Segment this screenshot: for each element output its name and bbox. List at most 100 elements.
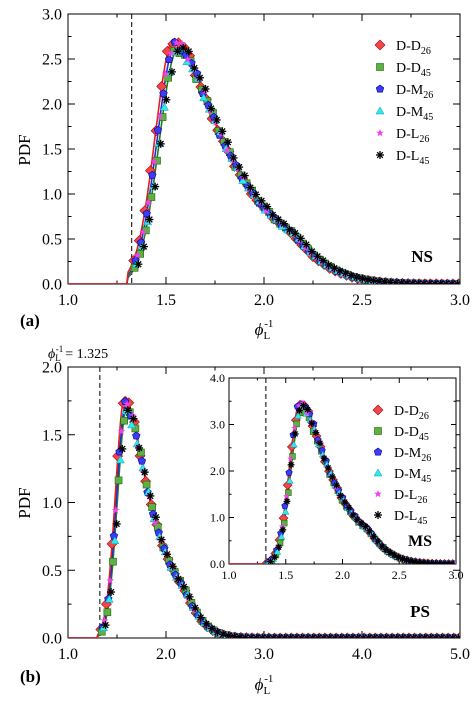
marker-asterisk	[439, 280, 445, 284]
marker-asterisk	[263, 203, 271, 210]
y-tick-label: 0.5	[42, 232, 62, 249]
marker-asterisk	[163, 96, 170, 104]
y-axis-title: PDF	[15, 134, 34, 165]
marker-asterisk	[249, 634, 255, 638]
marker-asterisk	[157, 140, 165, 148]
x-axis-title-a: ϕL-1	[255, 318, 274, 342]
y-tick-label: 2.5	[42, 52, 62, 69]
marker-asterisk	[289, 634, 294, 638]
marker-pentagon	[137, 456, 147, 465]
marker-asterisk	[341, 499, 348, 505]
x-tick-label: 2.0	[335, 568, 350, 582]
marker-asterisk	[102, 621, 109, 629]
marker-asterisk	[412, 634, 417, 638]
marker-asterisk	[303, 241, 310, 248]
marker-asterisk	[207, 105, 215, 112]
legend-label-sub: 45	[419, 156, 429, 167]
marker-triangle	[110, 536, 120, 545]
marker-asterisk	[271, 554, 278, 561]
marker-triangle	[281, 508, 290, 515]
marker-asterisk	[393, 279, 400, 284]
legend-label-sub: 26	[421, 46, 431, 57]
legend-label-base: D-M	[396, 105, 424, 120]
x-axis-title-sub: L	[263, 685, 270, 697]
marker-star	[133, 251, 142, 259]
marker-asterisk	[185, 48, 193, 55]
threshold-label-sub: L	[55, 353, 61, 363]
marker-asterisk	[296, 407, 303, 414]
marker-asterisk	[434, 280, 439, 284]
legend-label: D-L45	[394, 509, 427, 527]
legend-label: D-L26	[396, 127, 429, 145]
y-axis-title-b: PDF	[15, 487, 34, 518]
marker-star	[223, 146, 231, 154]
x-tick-label: 2.0	[254, 292, 274, 309]
marker-asterisk	[225, 632, 232, 638]
y-axis-title-a: PDF	[15, 134, 34, 165]
marker-asterisk	[374, 538, 381, 545]
marker-asterisk	[107, 588, 115, 596]
marker-asterisk	[423, 634, 428, 638]
marker-asterisk	[376, 151, 384, 159]
marker-asterisk	[140, 243, 148, 250]
marker-asterisk	[312, 429, 319, 436]
x-tick-label: 4.0	[352, 646, 372, 663]
marker-star	[307, 418, 315, 425]
marker-asterisk	[410, 634, 415, 638]
annotation: NS	[411, 247, 433, 266]
marker-asterisk	[450, 280, 456, 284]
marker-asterisk	[113, 520, 120, 528]
marker-asterisk	[421, 634, 426, 638]
panel-b-inset: 1.0 1.5 2.0 2.5 3.00.01.02.03.04.0MSD-D26D-D…	[210, 371, 464, 582]
marker-asterisk	[214, 628, 221, 636]
marker-asterisk	[399, 555, 406, 562]
x-tick-label: 1.0	[58, 292, 78, 309]
legend-label-sub: 45	[421, 474, 431, 485]
marker-triangle	[294, 412, 302, 419]
marker-asterisk	[279, 526, 286, 533]
marker-star	[287, 455, 294, 462]
y-tick-label: 0.0	[42, 277, 62, 294]
marker-star	[161, 70, 170, 78]
x-axis-title: ϕL-1	[255, 673, 274, 697]
marker-diamond	[374, 39, 386, 51]
marker-star	[117, 427, 126, 435]
threshold-label-value: = 1.325	[65, 347, 108, 362]
marker-asterisk	[186, 593, 193, 601]
legend-label-base: D-D	[394, 404, 419, 419]
plot-frame	[228, 377, 457, 565]
marker-triangle	[375, 106, 385, 115]
legend-label-base: D-M	[396, 83, 424, 98]
marker-asterisk	[376, 634, 381, 638]
legend-label: D-D26	[394, 404, 429, 422]
marker-star	[100, 616, 109, 624]
marker-asterisk	[364, 276, 372, 283]
marker-asterisk	[135, 444, 143, 452]
legend-label: D-L26	[394, 488, 427, 506]
marker-asterisk	[333, 482, 340, 489]
marker-square	[120, 416, 128, 425]
y-tick-label: 0.0	[210, 557, 225, 571]
marker-pentagon	[373, 447, 383, 456]
marker-asterisk	[191, 64, 198, 72]
marker-star	[206, 106, 214, 114]
marker-star	[150, 157, 158, 165]
x-axis-title: ϕL-1	[255, 318, 274, 342]
legend-label-sub: 45	[423, 112, 433, 123]
marker-asterisk	[348, 634, 353, 638]
marker-asterisk	[434, 634, 440, 638]
marker-asterisk	[230, 154, 237, 162]
marker-asterisk	[286, 226, 293, 234]
marker-asterisk	[124, 407, 132, 414]
marker-asterisk	[331, 634, 337, 638]
plot-frame	[67, 13, 461, 285]
marker-square	[147, 193, 156, 201]
marker-pentagon	[153, 125, 163, 134]
marker-asterisk	[395, 634, 400, 638]
marker-star	[283, 493, 290, 500]
marker-asterisk	[130, 415, 137, 422]
marker-asterisk	[422, 280, 428, 284]
marker-star	[128, 411, 137, 420]
marker-asterisk	[429, 634, 434, 638]
